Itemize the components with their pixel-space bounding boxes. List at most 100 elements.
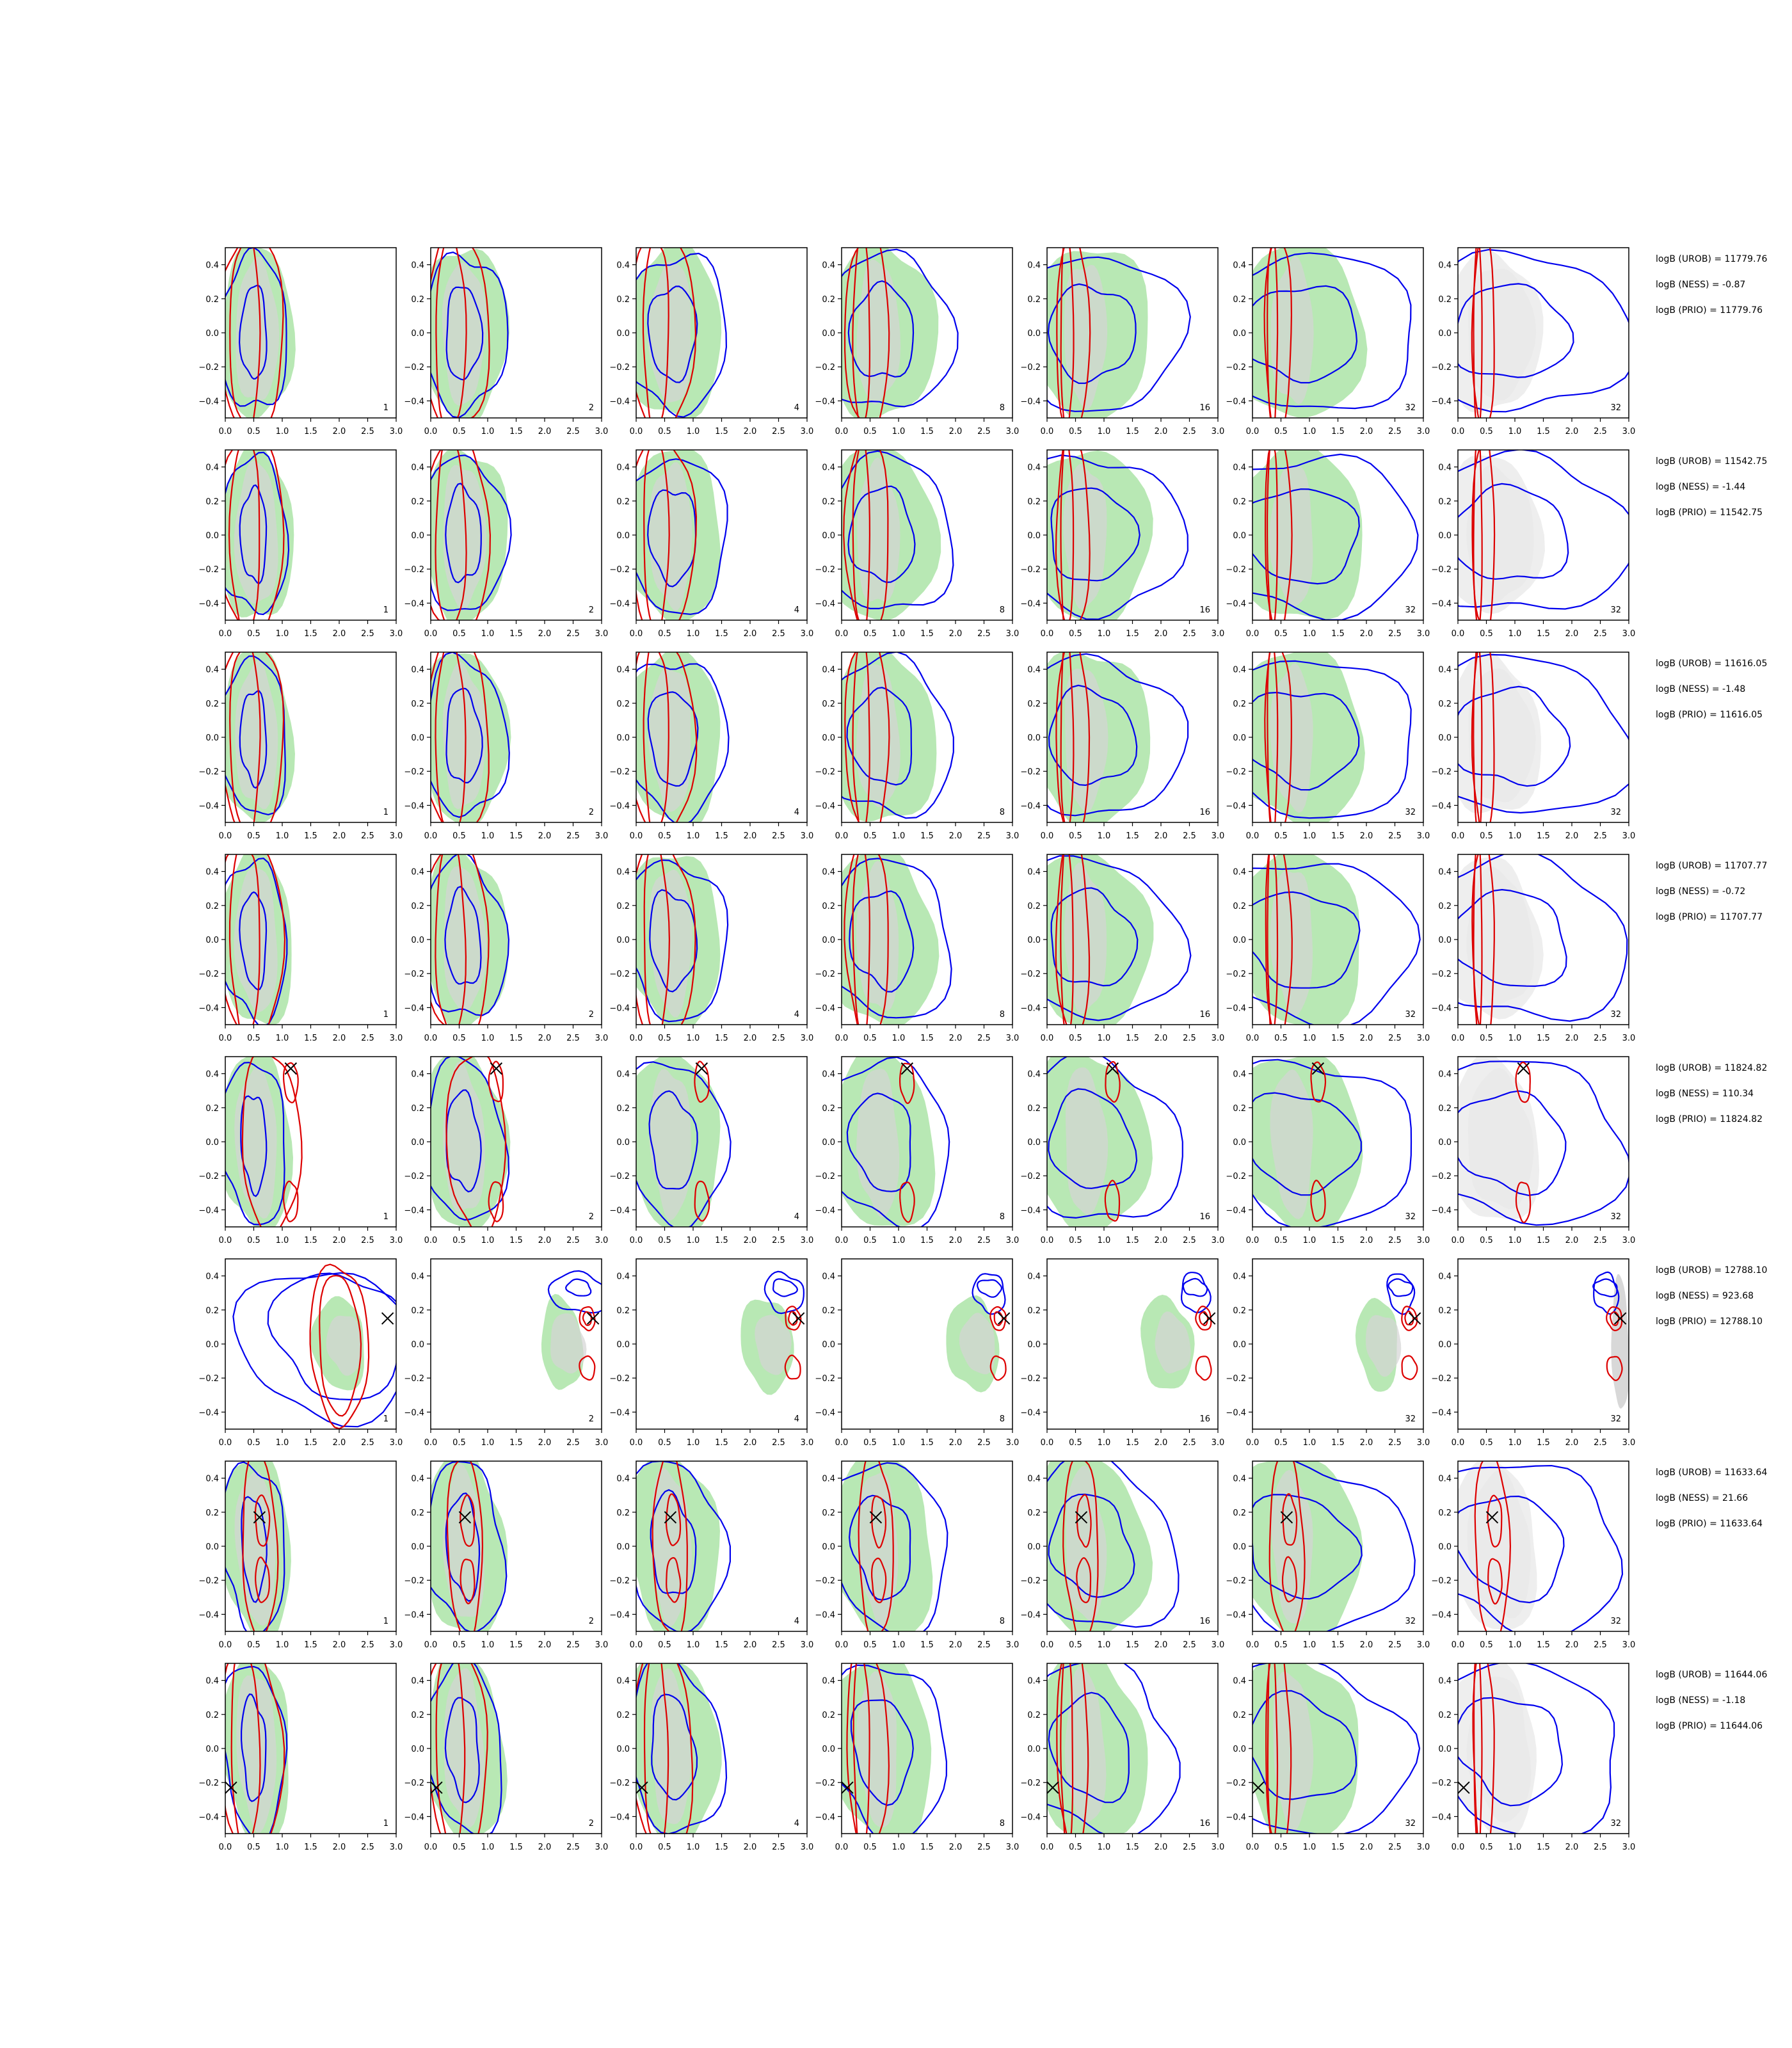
y-tick-label: 0.0 [1438,936,1452,945]
logb-prio-text: logB (PRIO) = 11707.77 [1656,912,1763,922]
red-contour [636,854,696,1025]
red-contour [1401,1355,1418,1380]
logb-prio-text: logB (PRIO) = 11542.75 [1656,508,1763,518]
column-count-label: 32 [1610,1414,1621,1424]
subplot-r2-c1: 0.0 0.5 1.0 1.5 2.0 2.5 3.0 0.4 0.2 0.0 −0.2 −0.4 1 [198,449,403,639]
plot-area [431,652,511,822]
blue-contour [847,280,915,378]
subplot-r6-c3: 0.0 0.5 1.0 1.5 2.0 2.5 3.0 0.4 0.2 0.0 −0.2 −0.4 4 [609,1258,813,1448]
subplot-r3-c1: 0.0 0.5 1.0 1.5 2.0 2.5 3.0 0.4 0.2 0.0 −0.2 −0.4 1 [198,652,403,841]
y-tick-label: −0.2 [815,565,835,575]
red-contour [435,854,467,1025]
y-tick-label: 0.4 [822,666,835,675]
red-contour [460,1558,476,1604]
x-tick-label: 1.5 [920,831,934,841]
blue-contour [1252,453,1419,620]
y-tick-label: 0.2 [1438,902,1452,911]
x-tick-label: 0.5 [247,831,260,841]
y-tick-label: −0.2 [609,1172,630,1181]
x-tick-label: 2.0 [333,1843,346,1852]
red-contour [652,1461,688,1631]
y-tick-label: 0.2 [1233,902,1246,911]
y-tick-label: −0.2 [1020,767,1041,777]
column-count-label: 4 [794,1414,799,1424]
x-tick-label: 0.5 [1274,1236,1288,1245]
true-value-marker [1613,1312,1627,1325]
x-tick-label: 2.0 [744,1843,757,1852]
x-tick-label: 3.0 [1417,1438,1430,1448]
y-tick-label: 0.0 [822,1138,835,1148]
gray-density-region [856,664,900,808]
blue-contour [547,1270,602,1314]
y-tick-label: 0.0 [411,1340,424,1350]
blue-contour [1458,1060,1629,1226]
gray-density-region [857,1472,899,1629]
x-tick-label: 1.5 [715,1438,728,1448]
x-tick-label: 1.5 [715,427,728,436]
x-tick-label: 0.5 [452,1843,466,1852]
y-tick-label: −0.4 [1226,1206,1246,1215]
y-tick-label: 0.0 [205,531,219,541]
plot-area [636,652,730,822]
y-tick-label: 0.4 [616,1475,630,1484]
y-tick-label: −0.2 [404,1374,424,1384]
y-tick-label: 0.4 [205,1272,219,1282]
y-tick-label: −0.4 [815,1206,835,1215]
x-tick-label: 3.0 [1212,1034,1225,1043]
subplot-r4-c6: 0.0 0.5 1.0 1.5 2.0 2.5 3.0 0.4 0.2 0.0 −0.2 −0.4 32 [1226,854,1430,1043]
y-tick-label: −0.4 [404,1004,424,1013]
x-tick-label: 3.0 [801,831,814,841]
x-tick-label: 0.5 [1480,1236,1493,1245]
red-contour [1056,1663,1089,1834]
x-tick-label: 2.5 [977,831,991,841]
blue-contour [239,690,268,789]
x-tick-label: 3.0 [801,629,814,639]
x-tick-label: 3.0 [390,831,403,841]
x-tick-label: 1.0 [276,629,289,639]
y-tick-label: 0.2 [1027,700,1041,709]
y-tick-label: 0.4 [1438,868,1452,877]
x-tick-label: 2.0 [1565,1236,1579,1245]
red-contour [1610,1311,1620,1327]
y-tick-label: 0.2 [1233,1104,1246,1114]
column-count-label: 1 [383,403,388,413]
x-tick-label: 0.0 [424,629,438,639]
subplot-r5-c4: 0.0 0.5 1.0 1.5 2.0 2.5 3.0 0.4 0.2 0.0 −0.2 −0.4 8 [815,1056,1019,1245]
y-tick-label: 0.2 [1438,295,1452,305]
gray-density-region [442,262,486,406]
plot-area [636,1057,732,1227]
plot-area [1458,1057,1629,1226]
x-tick-label: 3.0 [595,831,609,841]
x-tick-label: 1.0 [1303,1438,1316,1448]
red-contour [784,1354,801,1380]
x-tick-label: 1.0 [1303,1640,1316,1650]
blue-contour [1252,1059,1412,1227]
x-tick-label: 3.0 [1622,831,1636,841]
y-tick-label: −0.2 [198,767,219,777]
x-tick-label: 2.0 [1360,831,1373,841]
y-tick-label: 0.2 [205,497,219,507]
x-tick-label: 0.0 [1041,1034,1054,1043]
red-contour [1268,1461,1306,1631]
x-tick-label: 2.0 [538,1236,552,1245]
x-tick-label: 0.5 [247,1438,260,1448]
x-tick-label: 1.0 [1508,1640,1522,1650]
x-tick-label: 3.0 [1212,1236,1225,1245]
plot-area [842,1461,948,1631]
red-contour [843,450,889,620]
column-count-label: 1 [383,808,388,817]
y-tick-label: 0.2 [1438,700,1452,709]
x-tick-label: 1.0 [687,1438,700,1448]
row-stats: logB (UROB) = 11542.75 logB (NESS) = -1.4… [1656,456,1767,518]
gray-density-region [856,1671,897,1828]
x-tick-label: 3.0 [1622,427,1636,436]
y-tick-label: −0.2 [1431,1576,1452,1586]
x-tick-label: 3.0 [1006,1843,1020,1852]
column-count-label: 4 [794,1212,799,1222]
x-tick-label: 3.0 [801,1034,814,1043]
x-tick-label: 0.0 [1041,1438,1054,1448]
x-tick-label: 2.0 [1360,1236,1373,1245]
blue-contour [846,687,913,786]
x-tick-label: 2.5 [1183,831,1196,841]
x-tick-label: 0.5 [1274,831,1288,841]
